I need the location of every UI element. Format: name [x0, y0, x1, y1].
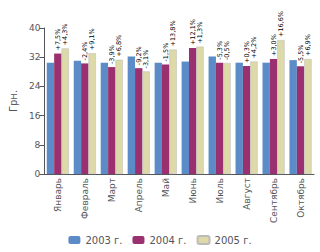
svg-text:40: 40 [29, 23, 41, 33]
svg-text:Февраль: Февраль [80, 178, 90, 219]
svg-text:+13,8%: +13,8% [169, 20, 177, 46]
svg-text:2005 г.: 2005 г. [215, 235, 252, 246]
svg-text:+4,2%: +4,2% [250, 37, 258, 59]
svg-text:+12,1%: +12,1% [188, 19, 197, 46]
svg-text:+6,8%: +6,8% [115, 35, 123, 57]
svg-text:0: 0 [35, 169, 41, 179]
svg-text:Май: Май [161, 178, 171, 197]
svg-text:-5,5%: -5,5% [296, 44, 305, 64]
svg-text:+16,6%: +16,6% [277, 11, 285, 37]
svg-text:Июнь: Июнь [188, 178, 198, 204]
svg-text:+7,5%: +7,5% [53, 28, 62, 51]
svg-text:-2,4%: -2,4% [80, 41, 89, 61]
svg-text:16: 16 [29, 111, 41, 121]
svg-text:+0,3%: +0,3% [242, 41, 251, 63]
svg-text:-3,1%: -3,1% [142, 50, 150, 69]
svg-text:+4,3%: +4,3% [61, 23, 69, 45]
svg-text:8: 8 [35, 140, 41, 150]
svg-text:+9,1%: +9,1% [88, 28, 96, 50]
svg-text:Грн.: Грн. [8, 90, 19, 112]
svg-text:32: 32 [29, 52, 40, 62]
svg-text:Январь: Январь [53, 178, 63, 212]
svg-text:2003 г.: 2003 г. [85, 235, 122, 246]
svg-text:Август: Август [242, 178, 252, 210]
svg-text:Октябрь: Октябрь [296, 178, 306, 218]
svg-text:-5,3%: -5,3% [215, 40, 224, 60]
svg-text:+6,9%: +6,9% [304, 34, 312, 56]
svg-text:-0,5%: -0,5% [223, 41, 231, 60]
svg-text:+3,0%: +3,0% [269, 34, 278, 56]
svg-text:Сентябрь: Сентябрь [269, 178, 279, 223]
svg-text:Июль: Июль [215, 178, 225, 203]
svg-text:-1,5%: -1,5% [161, 42, 170, 62]
svg-text:-3,9%: -3,9% [107, 45, 116, 65]
svg-text:+1,3%: +1,3% [196, 22, 204, 44]
svg-text:Март: Март [107, 178, 117, 202]
svg-text:Апрель: Апрель [134, 178, 144, 212]
svg-text:-9,2%: -9,2% [134, 46, 143, 66]
svg-text:24: 24 [29, 81, 41, 91]
svg-text:2004 г.: 2004 г. [149, 235, 186, 246]
